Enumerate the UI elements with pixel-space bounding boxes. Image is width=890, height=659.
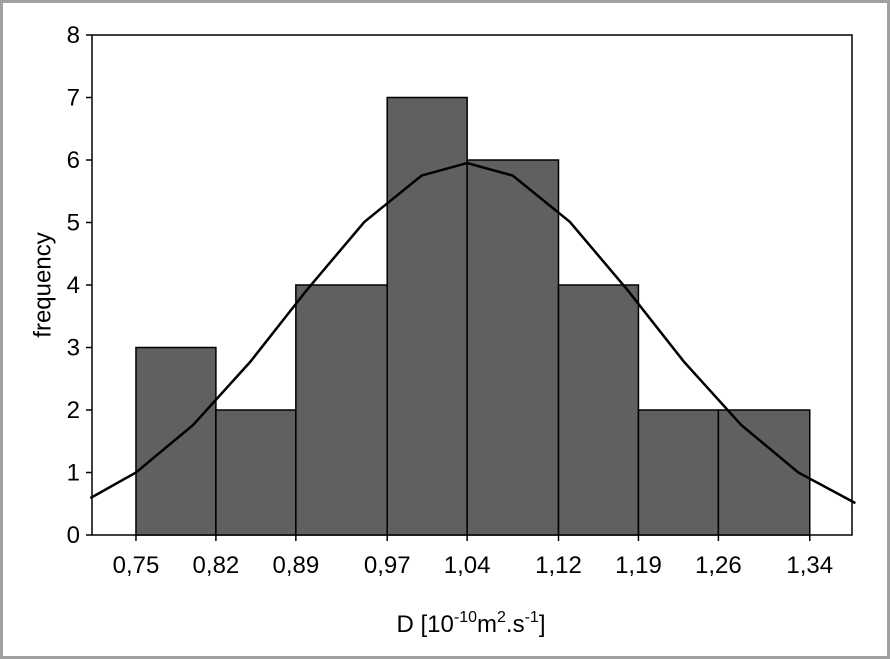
bar [637,409,720,536]
y-axis-label: frequency [29,232,56,337]
x-tick-label: 0,97 [364,552,411,579]
x-tick-label: 0,89 [272,552,319,579]
x-tick-label: 1,34 [786,552,833,579]
x-tick-label: 1,12 [535,552,582,579]
x-axis-label-part: D [10 [397,611,454,638]
x-axis-label-superscript: -1 [525,609,539,626]
x-tick-label: 1,19 [615,552,662,579]
x-tick-label: 0,75 [113,552,160,579]
bar [295,284,388,536]
fit-curve [89,161,856,505]
x-axis-label-part: m [477,611,497,638]
bar [557,284,640,536]
x-axis-label-superscript: 2 [497,609,506,626]
bar [215,409,297,536]
y-tick-label: 8 [67,22,80,49]
bar [717,409,811,536]
y-tick-label: 0 [67,522,80,549]
x-tick-label: 1,26 [695,552,742,579]
bar [135,346,217,536]
x-axis-label-part: ] [539,611,546,638]
y-tick-label: 3 [67,335,80,362]
x-axis-label-part: .s [506,611,525,638]
x-tick-label: 1,04 [444,552,491,579]
x-axis-label-superscript: -10 [454,609,477,626]
bar [386,96,468,536]
y-tick-label: 7 [67,85,80,112]
y-tick-label: 6 [67,147,80,174]
y-tick-label: 1 [67,460,80,487]
y-tick-label: 4 [67,272,80,299]
y-tick-label: 2 [67,397,80,424]
x-axis-label: D [10-10m2.s-1] [397,609,546,638]
y-tick-label: 5 [67,210,80,237]
x-tick-label: 0,82 [193,552,240,579]
bar [466,159,560,536]
